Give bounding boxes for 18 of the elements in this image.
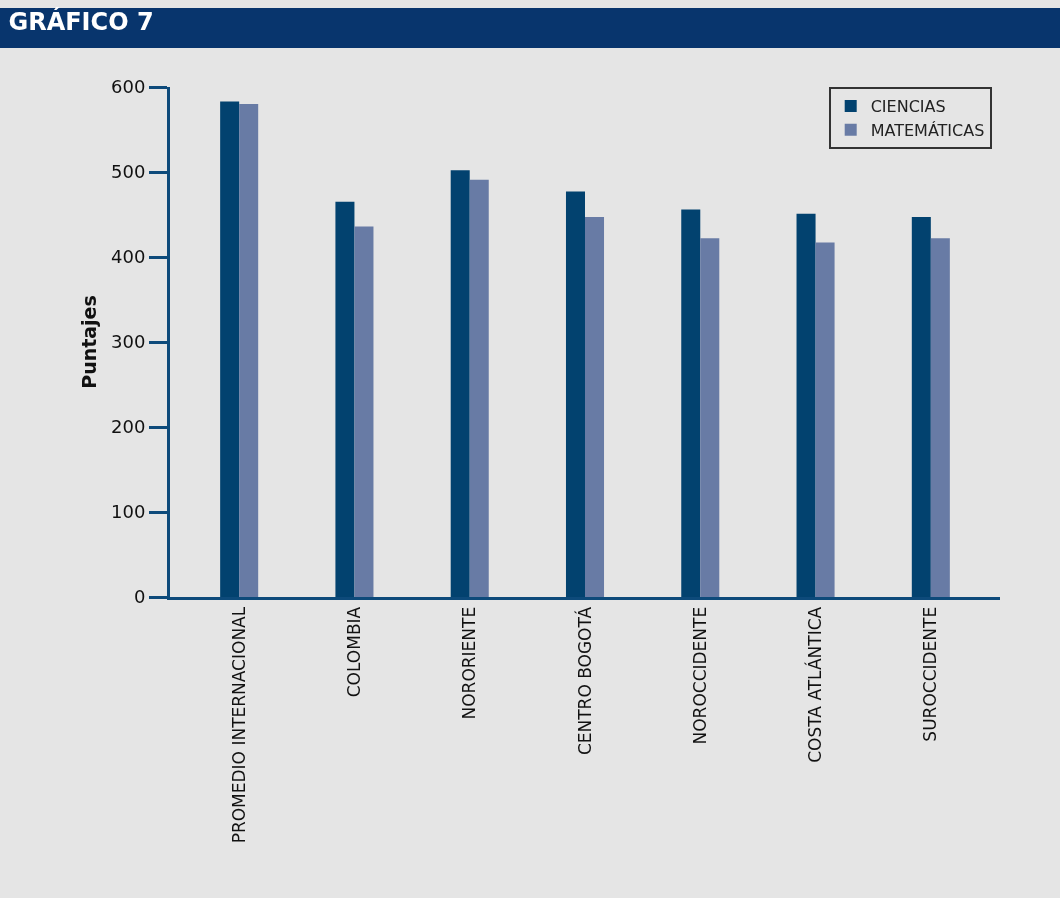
chart-title: GRÁFICO 7 (8, 7, 154, 37)
x-tick-label: COLOMBIA (343, 606, 364, 698)
x-tick-label: NORORIENTE (459, 606, 480, 720)
y-tick-label: 400 (111, 246, 146, 268)
x-tick-label: NOROCCIDENTE (689, 606, 710, 745)
y-tick-label: 600 (111, 76, 146, 98)
x-tick-label: PROMEDIO INTERNACIONAL (228, 606, 249, 844)
legend-label: MATEMÁTICAS (870, 120, 985, 140)
y-tick-label: 300 (111, 331, 146, 353)
y-tick-label: 100 (111, 501, 146, 523)
x-tick-label: SUROCCIDENTE (920, 606, 941, 742)
y-axis-title: Puntajes (77, 295, 100, 389)
legend-label: CIENCIAS (870, 97, 946, 117)
x-tick-label: CENTRO BOGOTÁ (573, 606, 595, 756)
y-tick-label: 0 (133, 586, 146, 608)
y-tick-label: 200 (111, 416, 146, 438)
x-tick-label: COSTA ATLÁNTICA (804, 606, 826, 763)
y-tick-label: 500 (111, 161, 146, 183)
